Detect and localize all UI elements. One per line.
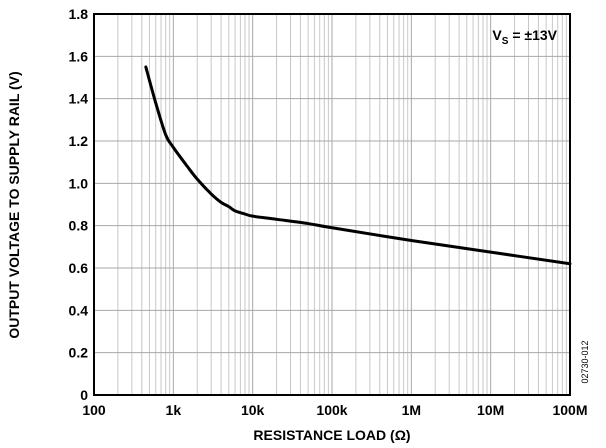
annotation-subscript: S bbox=[502, 36, 509, 47]
plot-frame bbox=[93, 13, 571, 396]
y-tick-labels: 0 0.2 0.4 0.6 0.8 1.0 1.2 1.4 1.6 1.8 bbox=[69, 6, 89, 403]
x-tick-label: 10M bbox=[477, 402, 504, 418]
annotation-main: V bbox=[492, 27, 502, 43]
x-tick-label: 100 bbox=[82, 402, 106, 418]
y-tick-label: 0.4 bbox=[69, 302, 89, 318]
y-tick-label: 1.6 bbox=[69, 48, 89, 64]
y-tick-label: 0.6 bbox=[69, 260, 89, 276]
x-tick-label: 100k bbox=[316, 402, 347, 418]
x-tick-label: 1k bbox=[166, 402, 182, 418]
x-tick-labels: 100 1k 10k 100k 1M 10M 100M bbox=[82, 402, 587, 418]
y-tick-label: 0 bbox=[80, 387, 88, 403]
x-tick-label: 1M bbox=[402, 402, 421, 418]
y-tick-label: 0.2 bbox=[69, 345, 89, 361]
supply-voltage-annotation: VS = ±13V bbox=[492, 27, 557, 47]
x-tick-label: 100M bbox=[552, 402, 587, 418]
series-line bbox=[144, 65, 572, 266]
y-axis-title: OUTPUT VOLTAGE TO SUPPLY RAIL (V) bbox=[6, 71, 22, 338]
y-tick-label: 0.8 bbox=[69, 218, 89, 234]
y-tick-label: 1.4 bbox=[69, 91, 89, 107]
figure-code: 02730-012 bbox=[580, 340, 590, 383]
x-tick-label: 10k bbox=[241, 402, 265, 418]
y-tick-label: 1.0 bbox=[69, 175, 89, 191]
x-axis-title: RESISTANCE LOAD (Ω) bbox=[253, 427, 410, 443]
y-tick-label: 1.8 bbox=[69, 6, 89, 22]
y-tick-label: 1.2 bbox=[69, 133, 89, 149]
series-layer bbox=[144, 65, 572, 266]
grid bbox=[93, 13, 571, 396]
annotation-rest: = ±13V bbox=[508, 27, 557, 43]
